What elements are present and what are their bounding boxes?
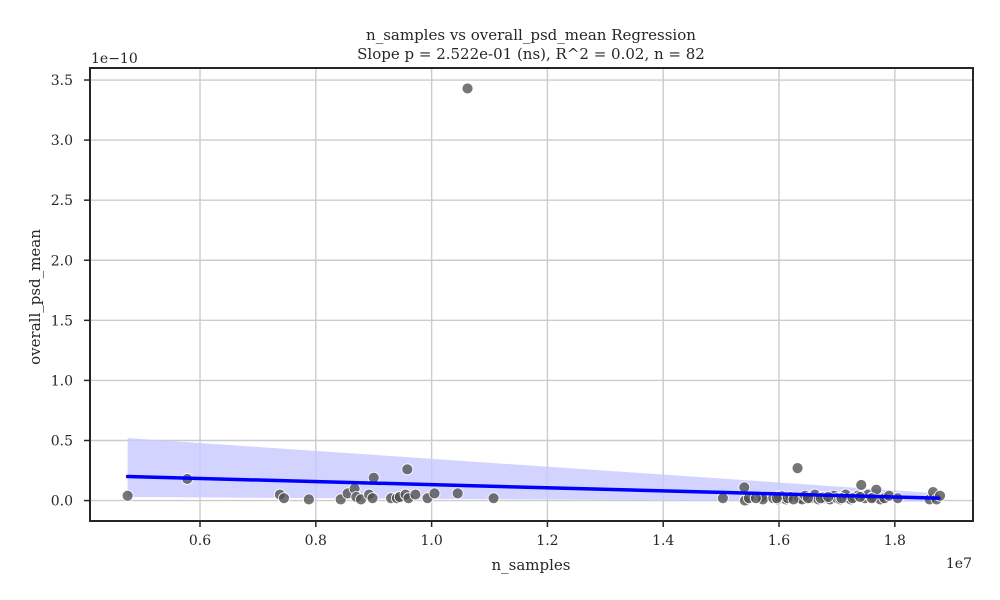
y-tick-label: 2.5 [51, 193, 73, 209]
data-points [121, 82, 946, 507]
data-point [855, 479, 868, 491]
x-tick-label: 1.2 [536, 533, 558, 549]
x-tick-label: 1.0 [420, 533, 442, 549]
y-tick-label: 0.0 [51, 494, 73, 510]
data-point [409, 488, 422, 501]
y-tick-label: 3.0 [51, 133, 73, 149]
y-tick-label: 1.5 [51, 313, 73, 329]
x-tick-label: 1.4 [652, 533, 674, 549]
data-point [401, 463, 414, 476]
y-tick-label: 3.5 [51, 73, 73, 89]
y-tick-label: 1.0 [51, 373, 73, 389]
y-tick-label: 0.5 [51, 433, 73, 449]
confidence-band [127, 438, 939, 502]
y-axis-ticks: 0.0 0.5 1.0 1.5 2.0 2.5 3.0 3.5 [51, 73, 90, 510]
data-point [278, 492, 290, 505]
data-point [366, 492, 379, 505]
data-point [428, 487, 441, 500]
data-point [791, 462, 804, 475]
x-tick-label: 1.6 [768, 533, 790, 549]
data-point [487, 492, 500, 505]
y-offset-label: 1e−10 [91, 51, 138, 67]
x-tick-label: 0.6 [189, 533, 211, 549]
data-point [461, 82, 474, 95]
y-tick-label: 2.0 [51, 253, 73, 269]
plot-frame [89, 67, 974, 522]
chart-title: n_samples vs overall_psd_mean Regression [366, 26, 696, 44]
x-axis-label: n_samples [492, 556, 571, 574]
data-point [121, 489, 134, 502]
x-tick-label: 0.8 [305, 533, 327, 549]
x-tick-label: 1.8 [884, 533, 906, 549]
chart-subtitle: Slope p = 2.522e-01 (ns), R^2 = 0.02, n … [357, 45, 705, 63]
data-point [451, 487, 464, 500]
data-point [716, 492, 729, 505]
x-offset-label: 1e7 [946, 556, 972, 572]
data-point [302, 493, 315, 506]
y-axis-label: overall_psd_mean [26, 229, 44, 365]
x-axis-ticks: 0.6 0.8 1.0 1.2 1.4 1.6 1.8 [189, 521, 906, 549]
regression-line [125, 474, 941, 500]
grid [90, 68, 973, 521]
